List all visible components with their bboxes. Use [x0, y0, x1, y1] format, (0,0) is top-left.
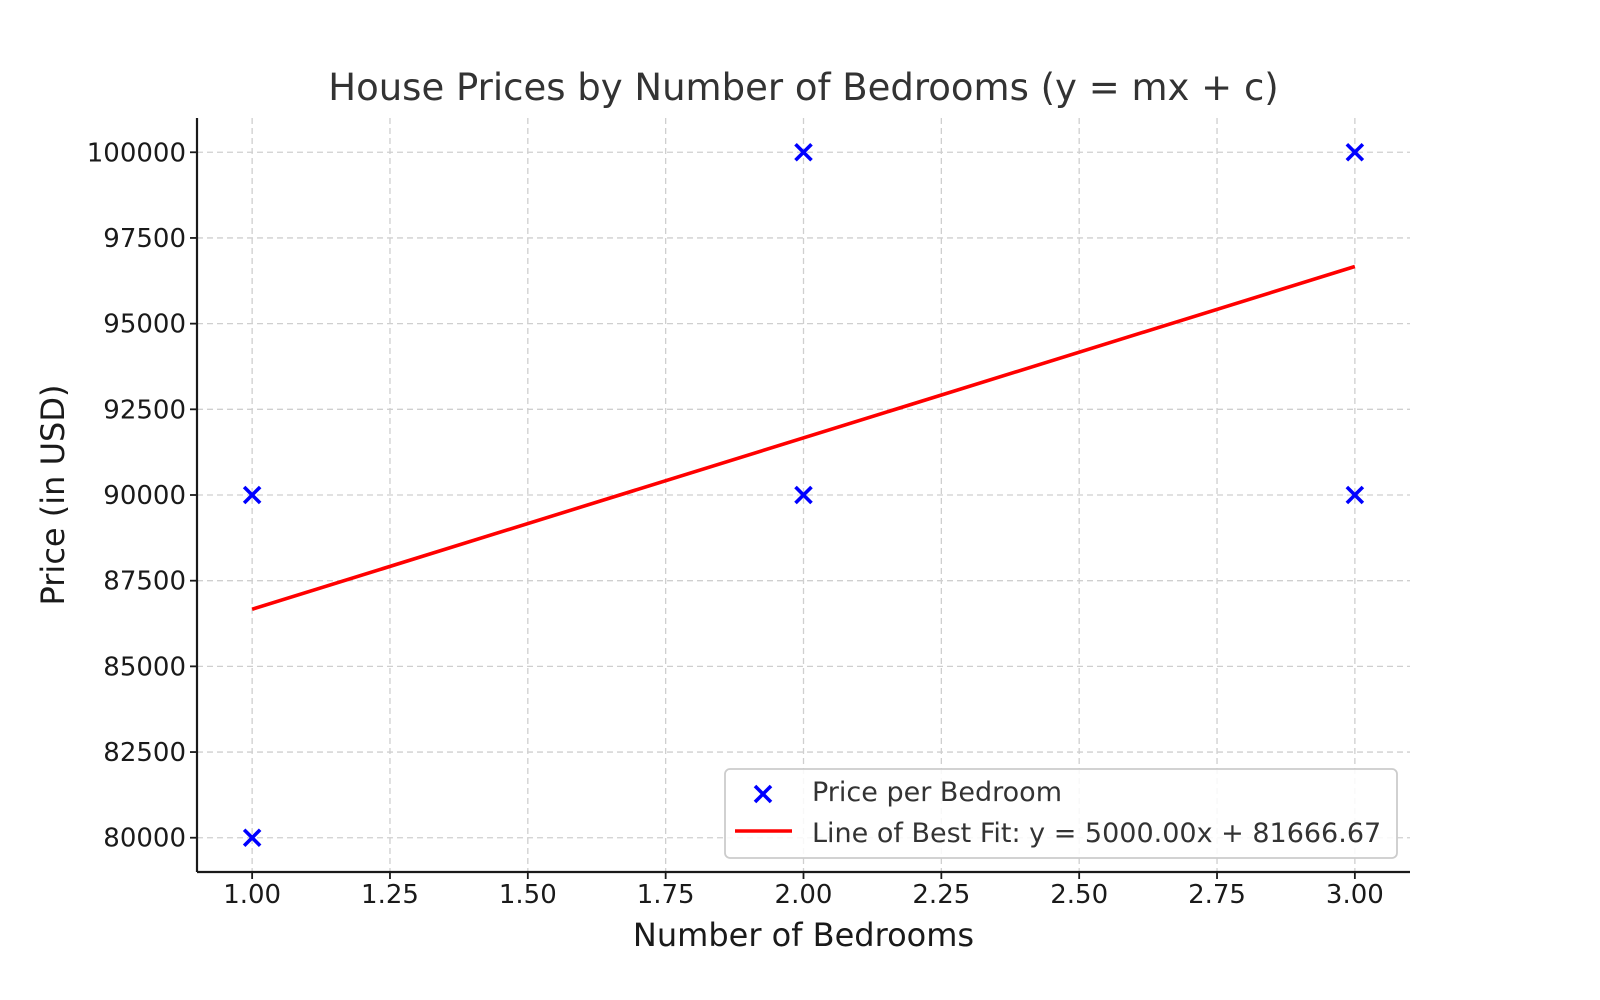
scatter-point [242, 485, 262, 505]
x-axis-label: Number of Bedrooms [633, 916, 974, 954]
y-axis-label: Price (in USD) [34, 385, 72, 606]
x-marker-stroke [753, 784, 773, 804]
x-axis-ticks: 1.00 1.25 1.50 1.75 2.00 2.25 2.50 2.75 3.00 [223, 872, 1384, 910]
scatter-point [794, 142, 813, 162]
x-tick-label: 3.00 [1326, 880, 1384, 910]
y-tick-label: 92500 [103, 395, 186, 425]
scatter-points [242, 142, 1365, 848]
x-tick-label: 2.50 [1050, 880, 1108, 910]
y-tick-label: 97500 [103, 224, 186, 254]
y-tick-label: 82500 [103, 738, 186, 768]
scatter-point [794, 485, 813, 505]
x-tick-label: 1.50 [499, 880, 557, 910]
fit-line-layer [251, 264, 1356, 611]
x-tick-label: 1.25 [361, 880, 419, 910]
x-marker-stroke [242, 828, 262, 848]
x-tick-label: 1.75 [637, 880, 695, 910]
y-tick-label: 85000 [103, 652, 186, 682]
y-tick-label: 90000 [103, 481, 186, 511]
scatter-point [1345, 142, 1365, 162]
x-marker-stroke [1345, 142, 1365, 162]
legend-label-price-per-bedroom: Price per Bedroom [812, 777, 1062, 808]
x-marker-stroke [794, 485, 813, 505]
scatter-point [1345, 485, 1365, 505]
legend-box [724, 768, 1398, 859]
y-tick-label: 95000 [103, 310, 186, 340]
x-marker-stroke [794, 142, 813, 162]
y-tick-label: 100000 [87, 138, 186, 168]
x-tick-label: 2.25 [912, 880, 970, 910]
x-tick-label: 2.75 [1188, 880, 1246, 910]
legend-label-best-fit: Line of Best Fit: y = 5000.00x + 81666.6… [812, 818, 1381, 849]
grid [197, 118, 1410, 872]
x-marker-stroke [242, 485, 262, 505]
y-tick-label: 80000 [103, 824, 186, 854]
best-fit-line [251, 264, 1356, 611]
x-tick-label: 2.00 [775, 880, 833, 910]
x-marker-stroke [1345, 485, 1365, 505]
scatter-point [242, 828, 262, 848]
legend-marker-x [753, 784, 773, 804]
y-tick-label: 87500 [103, 567, 186, 597]
legend-x-marker [753, 784, 773, 804]
chart-title: House Prices by Number of Bedrooms (y = … [328, 66, 1278, 109]
y-axis-ticks: 80000 82500 85000 87500 90000 92500 95000 97500… [87, 138, 197, 854]
x-tick-label: 1.00 [223, 880, 281, 910]
legend: Price per Bedroom Line of Best Fit: y = … [724, 768, 1398, 859]
